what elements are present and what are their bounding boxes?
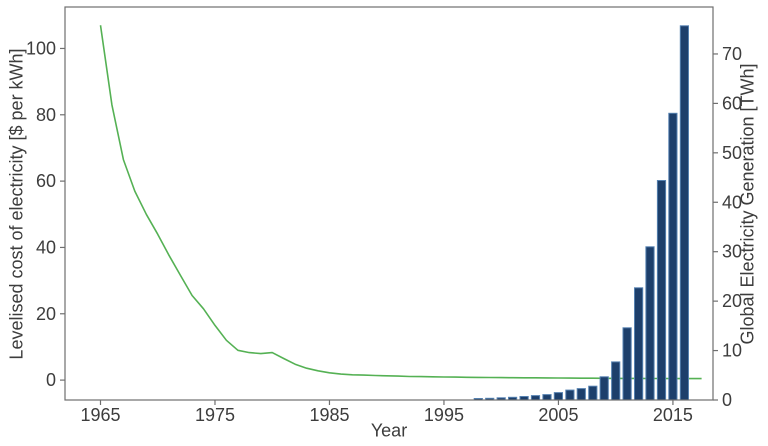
bar-2011: [622, 327, 632, 401]
x-tick-label-1985: 1985: [309, 405, 349, 425]
y-left-tick-label-80: 80: [36, 105, 56, 125]
y-right-tick-label-50: 50: [722, 143, 742, 163]
x-tick-label-2015: 2015: [653, 405, 693, 425]
left-axis-title: Levelised cost of electricity [$ per kWh…: [6, 48, 27, 360]
bar-2005: [553, 392, 563, 401]
bar-2007: [576, 388, 586, 401]
y-right-tick-label-20: 20: [722, 291, 742, 311]
x-tick-label-1975: 1975: [195, 405, 235, 425]
x-tick-label-1995: 1995: [424, 405, 464, 425]
bar-2016: [679, 25, 689, 401]
y-left-tick-label-20: 20: [36, 304, 56, 324]
x-tick-label-1965: 1965: [80, 405, 120, 425]
bar-2015: [668, 112, 678, 401]
bar-2008: [588, 385, 598, 401]
cost-line: [99, 25, 702, 380]
bar-2006: [565, 389, 575, 401]
x-tick-label-2005: 2005: [538, 405, 578, 425]
bar-2010: [611, 361, 621, 401]
y-left-tick-label-0: 0: [46, 370, 56, 390]
y-right-tick-label-40: 40: [722, 192, 742, 212]
y-left-tick-label-60: 60: [36, 171, 56, 191]
bar-2003: [530, 395, 541, 401]
y-right-tick-label-30: 30: [722, 242, 742, 262]
plot-frame: [64, 6, 714, 401]
x-axis-title: Year: [370, 420, 408, 441]
y-right-tick-label-70: 70: [722, 44, 742, 64]
y-right-tick-label-60: 60: [722, 93, 742, 113]
y-right-tick-label-0: 0: [722, 390, 732, 410]
bar-2013: [645, 246, 655, 401]
bar-2014: [656, 180, 667, 401]
y-left-tick-label-100: 100: [26, 38, 56, 58]
bar-2004: [542, 394, 552, 401]
y-right-tick-label-10: 10: [722, 341, 742, 361]
bar-2012: [634, 287, 644, 401]
y-left-tick-label-40: 40: [36, 237, 56, 257]
bar-2009: [599, 376, 609, 401]
plot-background: [65, 7, 713, 400]
right-axis-title: Global Electricity Generation [TWh]: [737, 63, 758, 345]
